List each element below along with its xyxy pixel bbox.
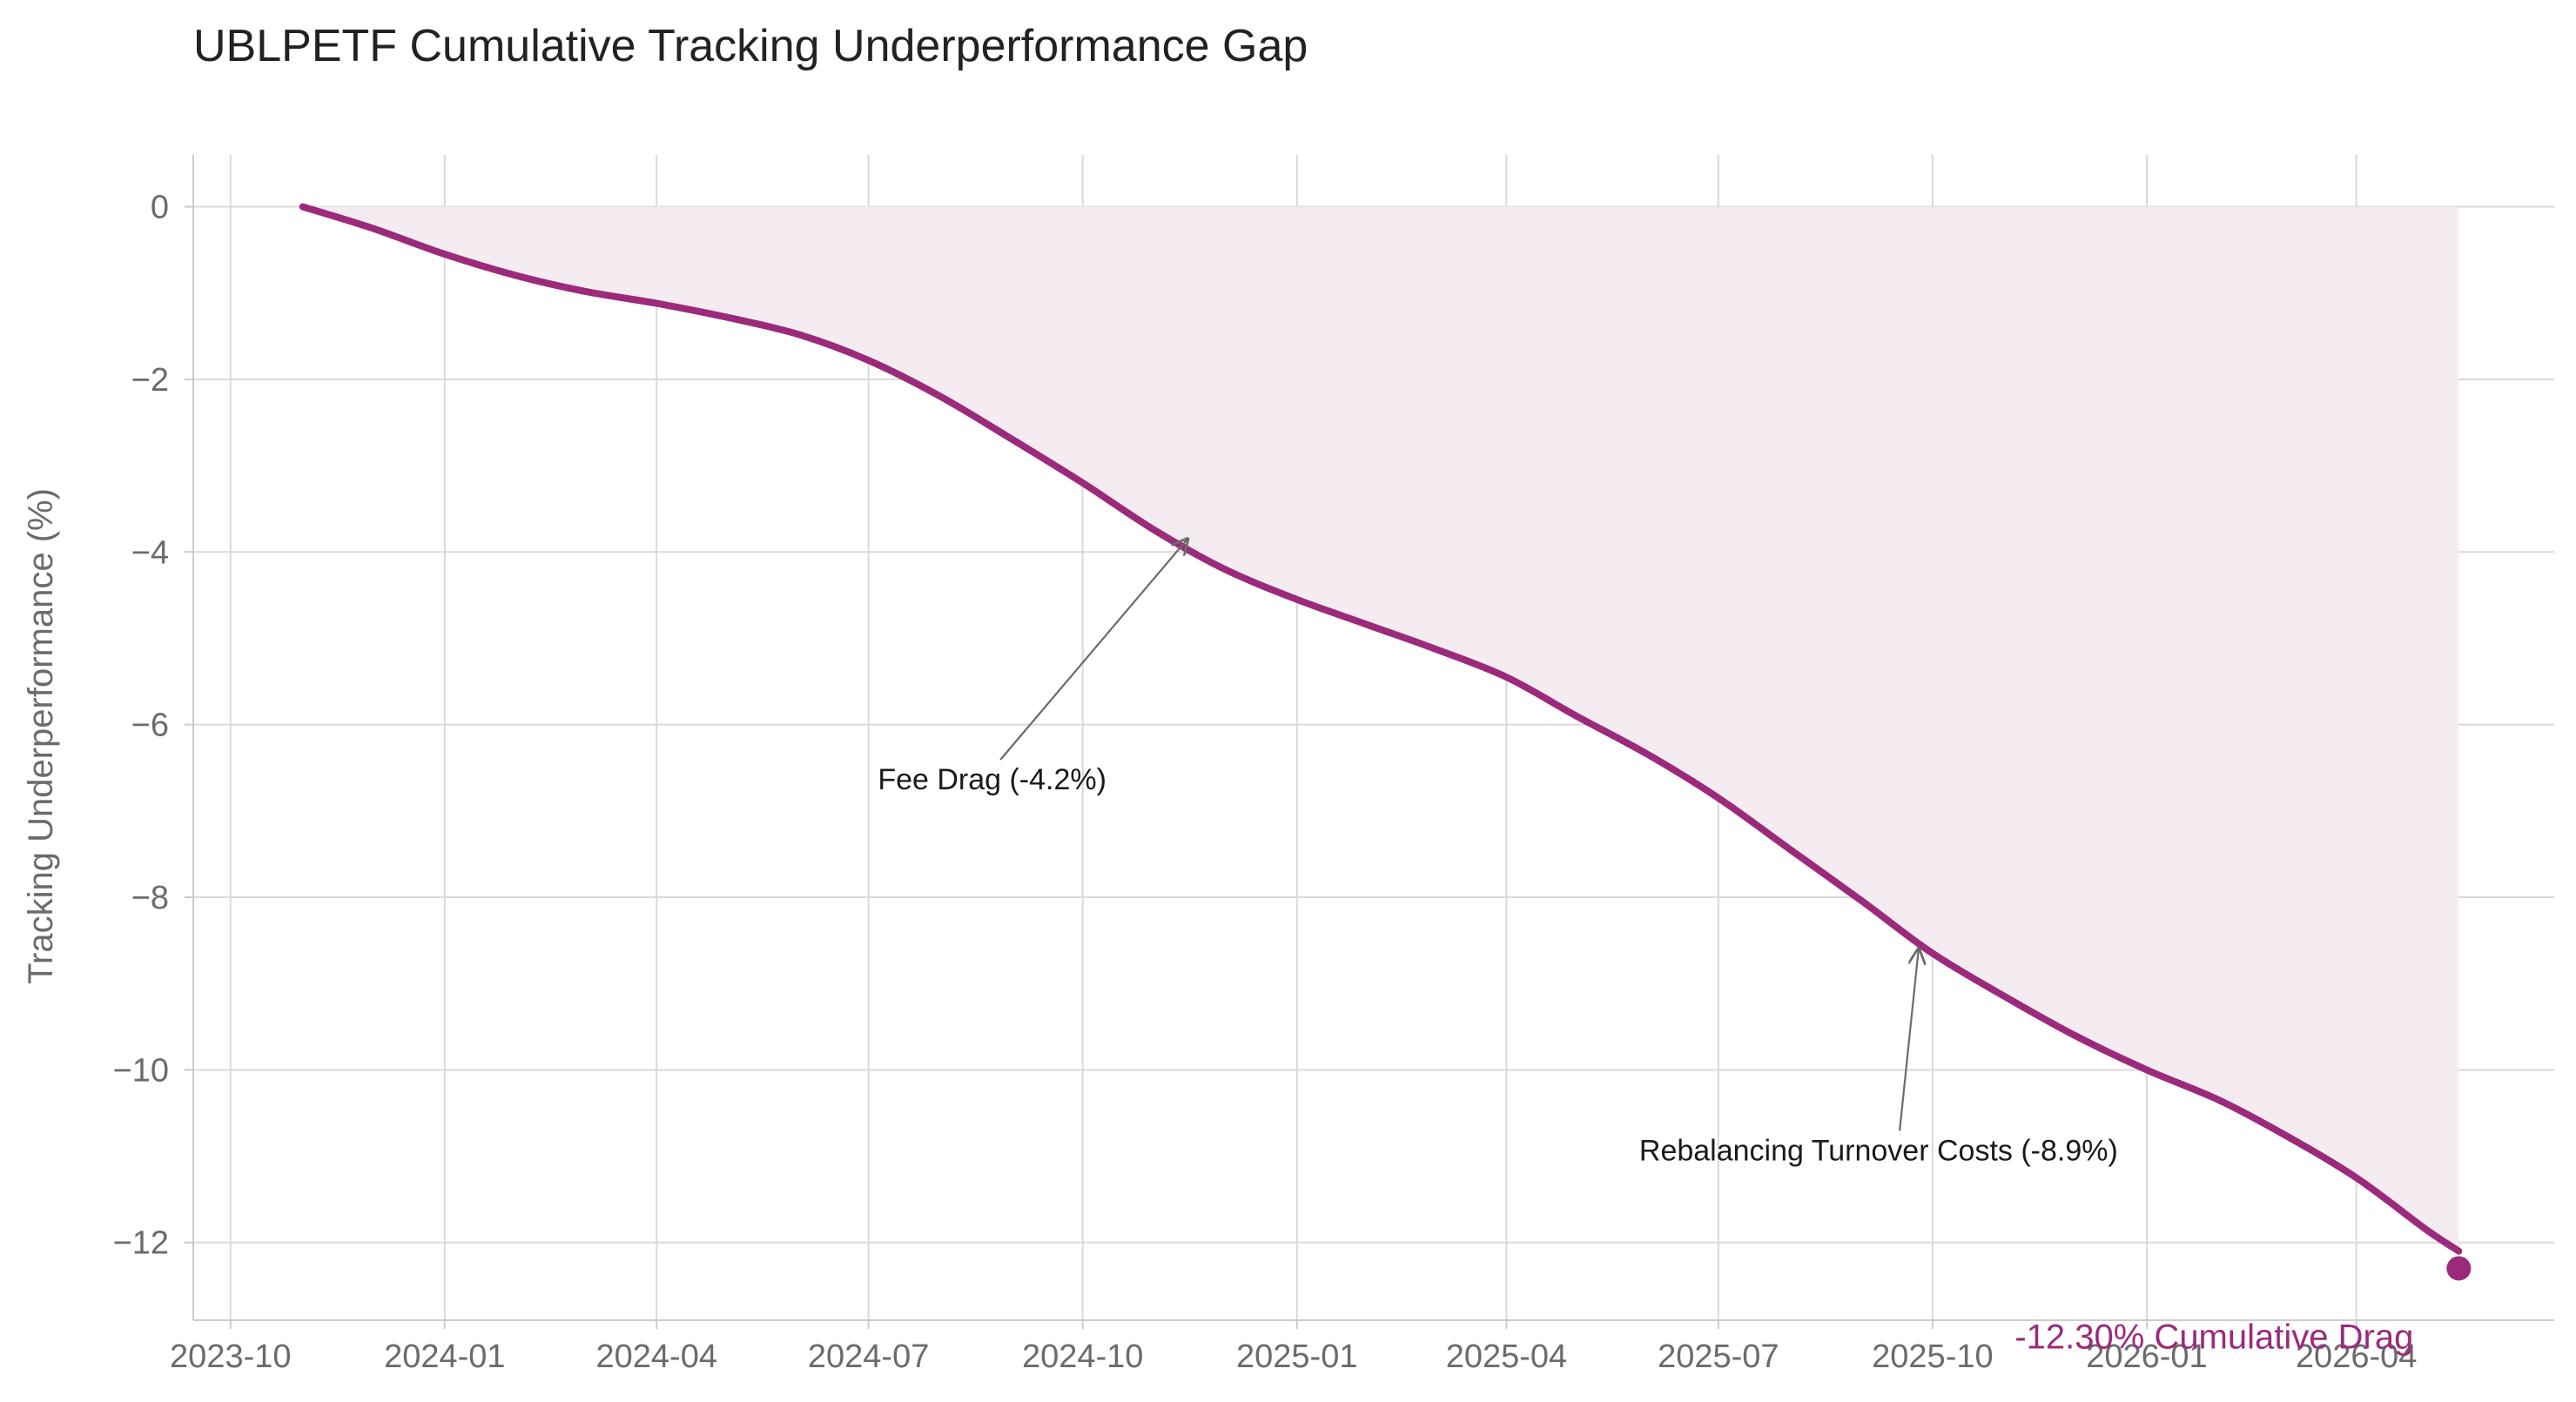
series-line bbox=[299, 203, 2463, 1255]
area-layer bbox=[302, 206, 2459, 1251]
y-tick-label: −12 bbox=[113, 1225, 169, 1262]
x-tick-label: 2024-01 bbox=[384, 1338, 505, 1375]
x-tick-label: 2024-04 bbox=[596, 1338, 717, 1375]
y-tick-label: −10 bbox=[113, 1052, 169, 1089]
annotation-arrow bbox=[1899, 949, 1919, 1131]
x-tick-label: 2024-07 bbox=[808, 1338, 929, 1375]
x-tick-label: 2026-01 bbox=[2086, 1338, 2207, 1375]
x-tick-label: 2025-01 bbox=[1236, 1338, 1357, 1375]
y-tick-label: −6 bbox=[131, 708, 169, 744]
x-tick-label: 2025-10 bbox=[1872, 1338, 1993, 1375]
chart-title: UBLPETF Cumulative Tracking Underperform… bbox=[193, 21, 1308, 71]
underperformance-area bbox=[302, 206, 2459, 1251]
annotation-arrow bbox=[999, 539, 1187, 761]
y-axis-label: Tracking Underperformance (%) bbox=[22, 488, 60, 984]
y-tick-label: −8 bbox=[131, 880, 169, 916]
end-point-marker bbox=[2446, 1256, 2472, 1281]
axes bbox=[192, 155, 2554, 1321]
x-tick-label: 2024-10 bbox=[1022, 1338, 1143, 1375]
line-layer bbox=[299, 203, 2472, 1281]
x-tick-label: 2023-10 bbox=[170, 1338, 291, 1375]
x-tick-label: 2026-04 bbox=[2296, 1338, 2417, 1375]
annotations: Fee Drag (-4.2%) Rebalancing Turnover Cos… bbox=[878, 539, 2118, 1168]
x-tick-label: 2025-04 bbox=[1446, 1338, 1567, 1375]
y-tick-label: −2 bbox=[131, 362, 169, 399]
y-tick-label: −4 bbox=[131, 534, 169, 571]
annotation-label: Rebalancing Turnover Costs (-8.9%) bbox=[1639, 1135, 2118, 1168]
annotation-label: Fee Drag (-4.2%) bbox=[878, 763, 1106, 796]
y-tick-label: 0 bbox=[151, 190, 169, 226]
end-label: -12.30% Cumulative Drag bbox=[2014, 1318, 2413, 1356]
tick-labels: 2023-10 2024-01 2024-04 2024-07 2024-10 2025-… bbox=[113, 190, 2418, 1375]
x-tick-label: 2025-07 bbox=[1658, 1338, 1779, 1375]
